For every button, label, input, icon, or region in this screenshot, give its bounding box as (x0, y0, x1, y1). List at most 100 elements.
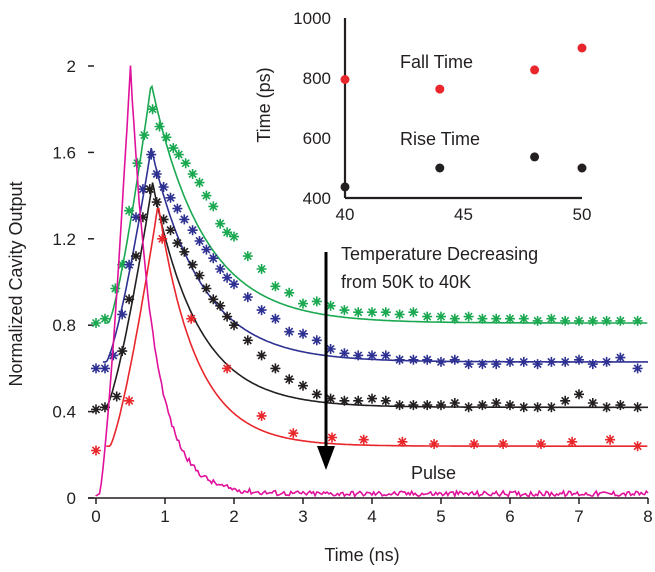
pulse-trace (95, 65, 649, 499)
data-point (491, 398, 502, 408)
data-point (367, 350, 377, 361)
main-y-tick-label: 0.8 (52, 316, 76, 335)
data-point (242, 335, 253, 346)
data-point (131, 251, 141, 262)
data-point (449, 313, 460, 324)
fit-curve-red (106, 207, 648, 447)
data-point (408, 400, 419, 411)
data-point (325, 300, 336, 311)
data-point (288, 428, 299, 439)
inset-y-tick-label: 400 (303, 189, 331, 208)
data-point (449, 398, 460, 408)
data-point (567, 436, 578, 447)
inset-y-tick-label: 800 (303, 69, 331, 88)
inset-point (577, 163, 587, 173)
series-pulse (95, 65, 649, 499)
inset-axes: 40 45 50 400 600 800 1000 (293, 9, 591, 224)
data-point (422, 400, 433, 411)
data-point (477, 400, 488, 411)
data-point (100, 313, 110, 324)
data-point (132, 158, 143, 169)
data-point (560, 356, 571, 367)
data-point (222, 272, 233, 283)
data-point (632, 363, 643, 374)
data-point (463, 359, 474, 370)
data-point (615, 352, 626, 363)
data-point (100, 402, 110, 413)
data-point (256, 350, 267, 361)
arrow-text-line2: from 50K to 40K (341, 272, 471, 292)
fall-time-label: Fall Time (400, 52, 473, 72)
data-point (491, 313, 502, 324)
data-point (201, 190, 212, 201)
data-point (632, 402, 643, 413)
inset-x-tick-label: 50 (573, 205, 592, 224)
data-point (532, 359, 543, 370)
data-point (158, 214, 169, 225)
data-point (491, 359, 502, 370)
inset-series-rise-time (340, 152, 587, 192)
data-point (436, 356, 446, 367)
data-point (187, 169, 198, 179)
data-point (208, 253, 219, 264)
main-annotations: Temperature Decreasing from 50K to 40K P… (317, 244, 538, 483)
data-point (632, 315, 643, 326)
data-point (436, 311, 446, 322)
data-point (339, 305, 350, 316)
data-point (242, 292, 253, 303)
series-black (91, 182, 648, 415)
data-point (380, 395, 391, 406)
inset-point (577, 43, 587, 53)
fit-curve-blue (102, 147, 648, 363)
data-point (536, 439, 546, 449)
data-point (311, 335, 322, 346)
data-point (208, 294, 219, 305)
data-point (186, 313, 197, 324)
data-point (270, 281, 281, 292)
data-point (124, 259, 135, 270)
data-point (117, 346, 128, 357)
data-point (632, 441, 643, 452)
data-point (298, 298, 308, 309)
data-point (172, 203, 183, 214)
main-x-tick-label: 3 (298, 507, 307, 526)
main-x-tick-label: 5 (436, 507, 445, 526)
data-point (165, 225, 176, 236)
main-axes: 0 1 2 3 4 5 6 7 800.40.81.21.62 (52, 57, 652, 526)
data-point (151, 169, 162, 179)
data-point (215, 264, 226, 274)
main-y-tick-label: 0.4 (52, 403, 76, 422)
data-point (144, 184, 155, 195)
data-point (505, 356, 515, 367)
main-x-tick-label: 4 (367, 507, 376, 526)
series-red (91, 207, 648, 456)
data-point (367, 393, 377, 404)
data-point (367, 307, 377, 318)
data-point (498, 439, 509, 449)
data-point (505, 400, 515, 411)
data-point (505, 313, 515, 324)
data-point (546, 313, 557, 324)
arrow-text-line1: Temperature Decreasing (341, 244, 538, 264)
data-point (187, 259, 198, 270)
data-point (194, 270, 205, 281)
series-green (91, 84, 648, 328)
main-plot: 0 1 2 3 4 5 6 7 800.40.81.21.62 Temperature Decr… (6, 57, 653, 565)
data-point (353, 395, 364, 406)
main-y-tick-label: 0 (67, 489, 76, 508)
data-point (242, 251, 253, 262)
data-point (311, 296, 322, 307)
data-point (284, 287, 295, 298)
data-point (201, 283, 212, 294)
data-point (574, 354, 584, 365)
data-point (601, 315, 612, 326)
data-point (194, 177, 205, 188)
data-point (422, 354, 433, 365)
main-x-axis-label: Time (ns) (324, 545, 399, 565)
data-point (100, 363, 110, 374)
data-point (546, 402, 557, 413)
data-point (161, 132, 172, 143)
data-point (180, 158, 191, 169)
data-point (270, 363, 281, 374)
